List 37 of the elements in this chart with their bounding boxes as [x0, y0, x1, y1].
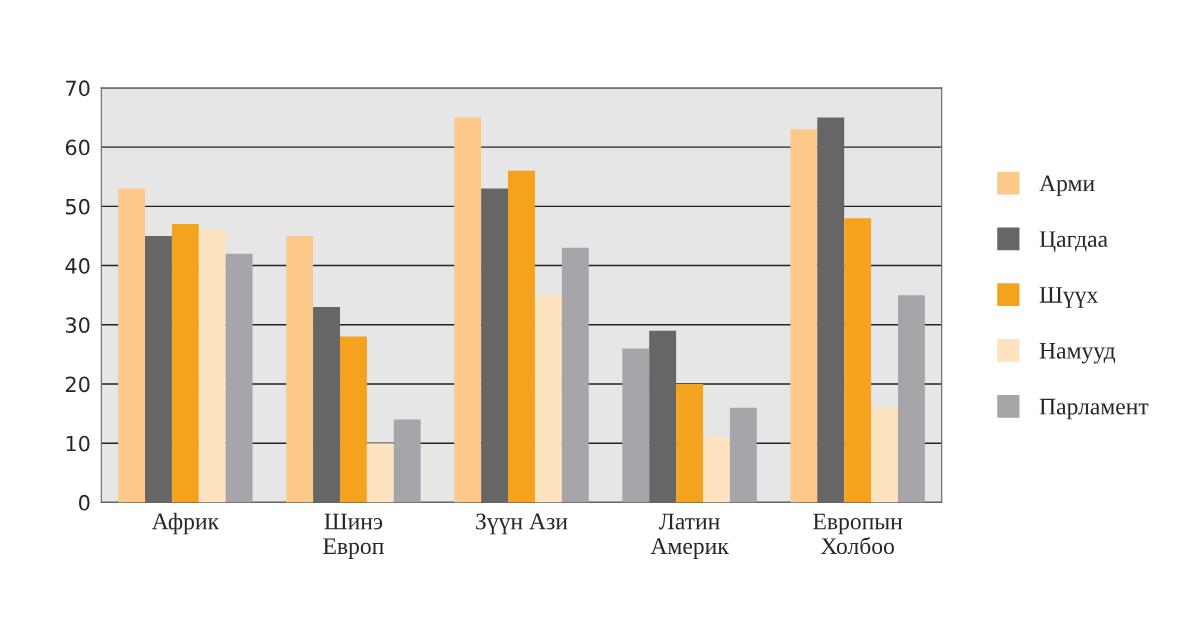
bar: [118, 188, 146, 503]
legend-label: Шүүх: [1039, 287, 1098, 308]
y-tick-label: 10: [66, 435, 90, 452]
bar: [286, 235, 314, 503]
bar: [729, 407, 757, 503]
bar: [366, 443, 394, 503]
bar: [790, 129, 818, 503]
y-tick-label: 50: [66, 198, 90, 215]
x-tick-label: Шинэ Европ: [323, 513, 384, 559]
y-tick-label: 40: [65, 258, 90, 274]
legend-label: Арми: [1039, 175, 1095, 197]
y-tick-label: 70: [66, 80, 90, 97]
bar: [198, 230, 226, 503]
legend-label: Намууд: [1039, 342, 1116, 364]
y-tick-label: 30: [65, 317, 90, 333]
x-tick-label: Африк: [151, 512, 220, 535]
legend-label: Цагдаа: [1039, 231, 1108, 252]
bar: [225, 253, 253, 503]
bar: [561, 247, 589, 503]
y-tick-label: 60: [65, 139, 90, 156]
bar: [534, 295, 562, 503]
bar: [871, 407, 898, 503]
bar: [703, 437, 730, 503]
bar: [676, 383, 704, 503]
bar: [844, 218, 872, 503]
bar: [897, 295, 925, 503]
bar: [393, 419, 421, 503]
bar: [339, 336, 367, 503]
y-tick-label: 0: [79, 494, 90, 511]
bar: [171, 224, 199, 503]
x-tick-label: Зүүн Ази: [476, 513, 568, 535]
x-tick-label: Европын Холбоо: [813, 513, 903, 555]
bar: [454, 117, 482, 503]
legend-label: Парламент: [1039, 398, 1149, 420]
bar: [508, 170, 535, 503]
x-tick-label: Латин Америк: [650, 513, 729, 559]
y-tick-label: 20: [65, 376, 90, 393]
